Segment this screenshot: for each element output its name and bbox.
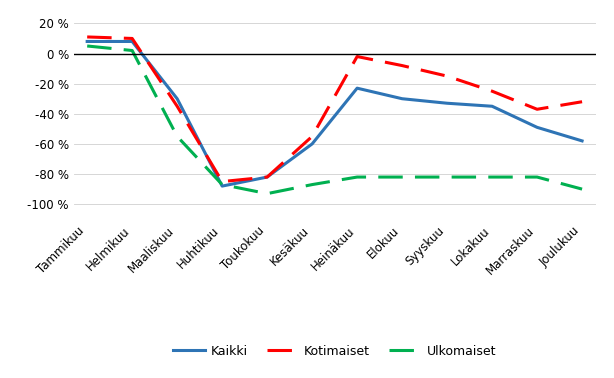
Kotimaiset — [578, 99, 586, 104]
Kaikki — [578, 139, 586, 143]
Kaikki — [84, 39, 91, 44]
Ulkomaiset — [398, 175, 406, 179]
Kaikki — [534, 125, 541, 130]
Kotimaiset — [534, 107, 541, 112]
Ulkomaiset — [488, 175, 495, 179]
Kotimaiset — [128, 36, 136, 41]
Line: Kotimaiset: Kotimaiset — [87, 37, 582, 181]
Kotimaiset — [354, 54, 361, 59]
Kaikki — [219, 184, 226, 188]
Ulkomaiset — [84, 44, 91, 48]
Kaikki — [398, 96, 406, 101]
Ulkomaiset — [534, 175, 541, 179]
Kaikki — [308, 142, 316, 146]
Ulkomaiset — [308, 182, 316, 187]
Kaikki — [354, 86, 361, 90]
Ulkomaiset — [443, 175, 451, 179]
Kotimaiset — [174, 104, 181, 108]
Kotimaiset — [443, 74, 451, 78]
Kotimaiset — [488, 89, 495, 93]
Ulkomaiset — [174, 134, 181, 139]
Ulkomaiset — [128, 48, 136, 53]
Legend: Kaikki, Kotimaiset, Ulkomaiset: Kaikki, Kotimaiset, Ulkomaiset — [168, 340, 501, 363]
Ulkomaiset — [578, 187, 586, 191]
Line: Ulkomaiset: Ulkomaiset — [87, 46, 582, 194]
Kotimaiset — [84, 35, 91, 39]
Kotimaiset — [398, 63, 406, 68]
Kaikki — [128, 39, 136, 44]
Kotimaiset — [308, 134, 316, 139]
Kaikki — [263, 175, 271, 179]
Line: Kaikki: Kaikki — [87, 42, 582, 186]
Ulkomaiset — [354, 175, 361, 179]
Kotimaiset — [219, 179, 226, 184]
Ulkomaiset — [219, 182, 226, 187]
Kaikki — [443, 101, 451, 105]
Ulkomaiset — [263, 191, 271, 196]
Kaikki — [174, 96, 181, 101]
Kotimaiset — [263, 175, 271, 179]
Kaikki — [488, 104, 495, 108]
